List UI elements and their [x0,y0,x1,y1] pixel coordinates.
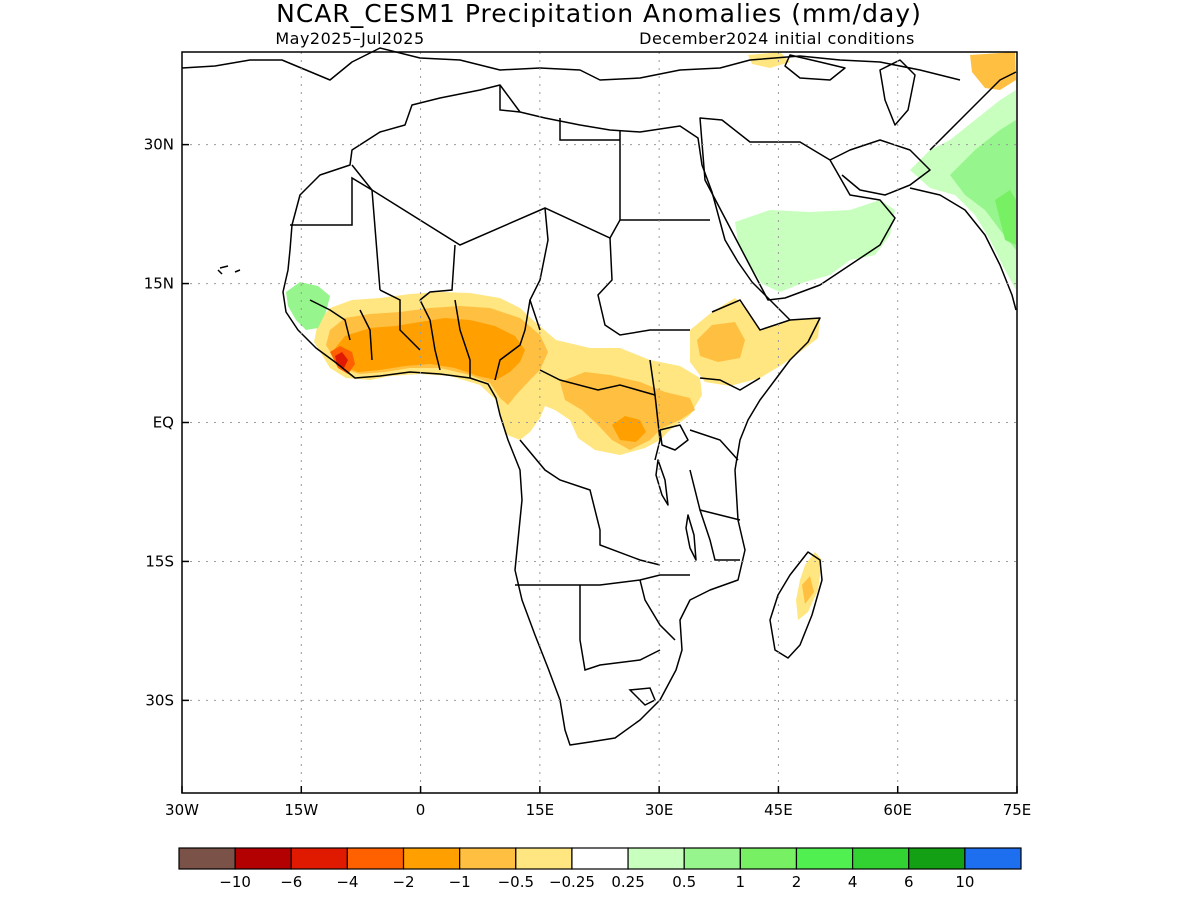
india-northwest [929,71,1017,151]
colorbar-swatch [290,847,348,870]
lon-tick-label: 45E [764,801,793,819]
caspian-outline [879,59,916,126]
africa-coastline [282,84,821,746]
colorbar-swatch [964,847,1022,870]
anomaly-dry-ethiopia-light [690,298,820,386]
colorbar-swatch [234,847,292,870]
madagascar-outline [769,551,823,659]
lat-tick-label: 30S [145,691,174,709]
lon-tick-label: 75E [1003,801,1032,819]
colorbar-swatch [851,847,910,870]
lon-tick-label: 60E [883,801,912,819]
anomaly-dry-congo-moderate [560,372,695,450]
lon-tick-label: 30E [645,801,674,819]
subtitle-period: May2025–Jul2025 [275,29,424,48]
black-sea-outline [784,54,846,81]
lat-tick-label: 30N [144,136,174,154]
colorbar-swatch [627,847,685,870]
colorbar-swatch [178,847,236,870]
colorbar-label: −0.5 [498,873,534,891]
colorbar-label: −1 [449,873,471,891]
europe-mediterranean-coast [181,47,961,81]
colorbar-label: 2 [792,873,802,891]
lon-tick-label: 30W [165,801,199,819]
colorbar-swatch [739,847,798,870]
anomaly-dry-ethiopia-moderate [697,322,745,362]
india-coastline [909,187,1017,311]
lat-lon-grid [182,52,1017,793]
anomaly-dry-madagascar-core [802,576,814,604]
cape-verde [217,269,223,275]
persian-gulf-coast [829,139,931,196]
anomaly-fields [286,52,1016,620]
axis-ticks [181,143,1018,793]
coastlines-and-borders [181,47,1017,746]
lon-tick-label: 0 [416,801,426,819]
lon-tick-label: 15E [526,801,555,819]
anomaly-wet-senegal [286,282,330,330]
colorbar-label: 4 [848,873,858,891]
anomaly-wet-arabia [735,200,895,292]
anomaly-dry-west-africa-strong [332,318,525,380]
lake-tanganyika [655,459,669,506]
colorbar [178,847,1022,870]
arabia-outline [699,117,896,301]
colorbar-label: −6 [280,873,302,891]
colorbar-swatch [571,847,629,870]
anomaly-wet-india-strong [995,190,1016,245]
lat-tick-label: 15N [144,275,174,293]
colorbar-label: −2 [392,873,414,891]
colorbar-swatch [459,847,517,870]
lake-malawi [685,514,697,561]
colorbar-label: 1 [736,873,746,891]
axis-tick-labels: 30W 15W 0 15E 30E 45E 60E 75E 30N 15N EQ 15S 30S [144,136,1032,819]
canary-islands [219,265,241,273]
colorbar-swatch [515,847,573,870]
colorbar-label: 6 [904,873,914,891]
anomaly-dry-central-asia [970,52,1016,90]
colorbar-label: 10 [955,873,974,891]
colorbar-swatch [402,847,461,870]
colorbar-swatch [346,847,405,870]
lat-tick-label: EQ [153,414,174,432]
lake-victoria [659,424,689,451]
anomaly-dry-congo-core [612,416,646,442]
colorbar-swatch [683,847,741,870]
colorbar-label: −10 [219,873,251,891]
map-title: NCAR_CESM1 Precipitation Anomalies (mm/d… [276,0,922,28]
colorbar-swatch [908,847,966,870]
colorbar-labels: −10 −6 −4 −2 −1 −0.5 −0.25 0.25 0.5 1 2 4 6 10 [219,873,974,891]
colorbar-swatch [795,847,854,870]
subtitle-initial-conditions: December2024 initial conditions [639,29,915,48]
colorbar-label: 0.25 [611,873,644,891]
lon-tick-label: 15W [284,801,318,819]
lat-tick-label: 15S [145,552,174,570]
colorbar-label: −4 [336,873,358,891]
anomaly-dry-north-strip [748,52,790,68]
country-borders [290,85,791,706]
colorbar-label: 0.5 [672,873,696,891]
colorbar-label: −0.25 [549,873,595,891]
